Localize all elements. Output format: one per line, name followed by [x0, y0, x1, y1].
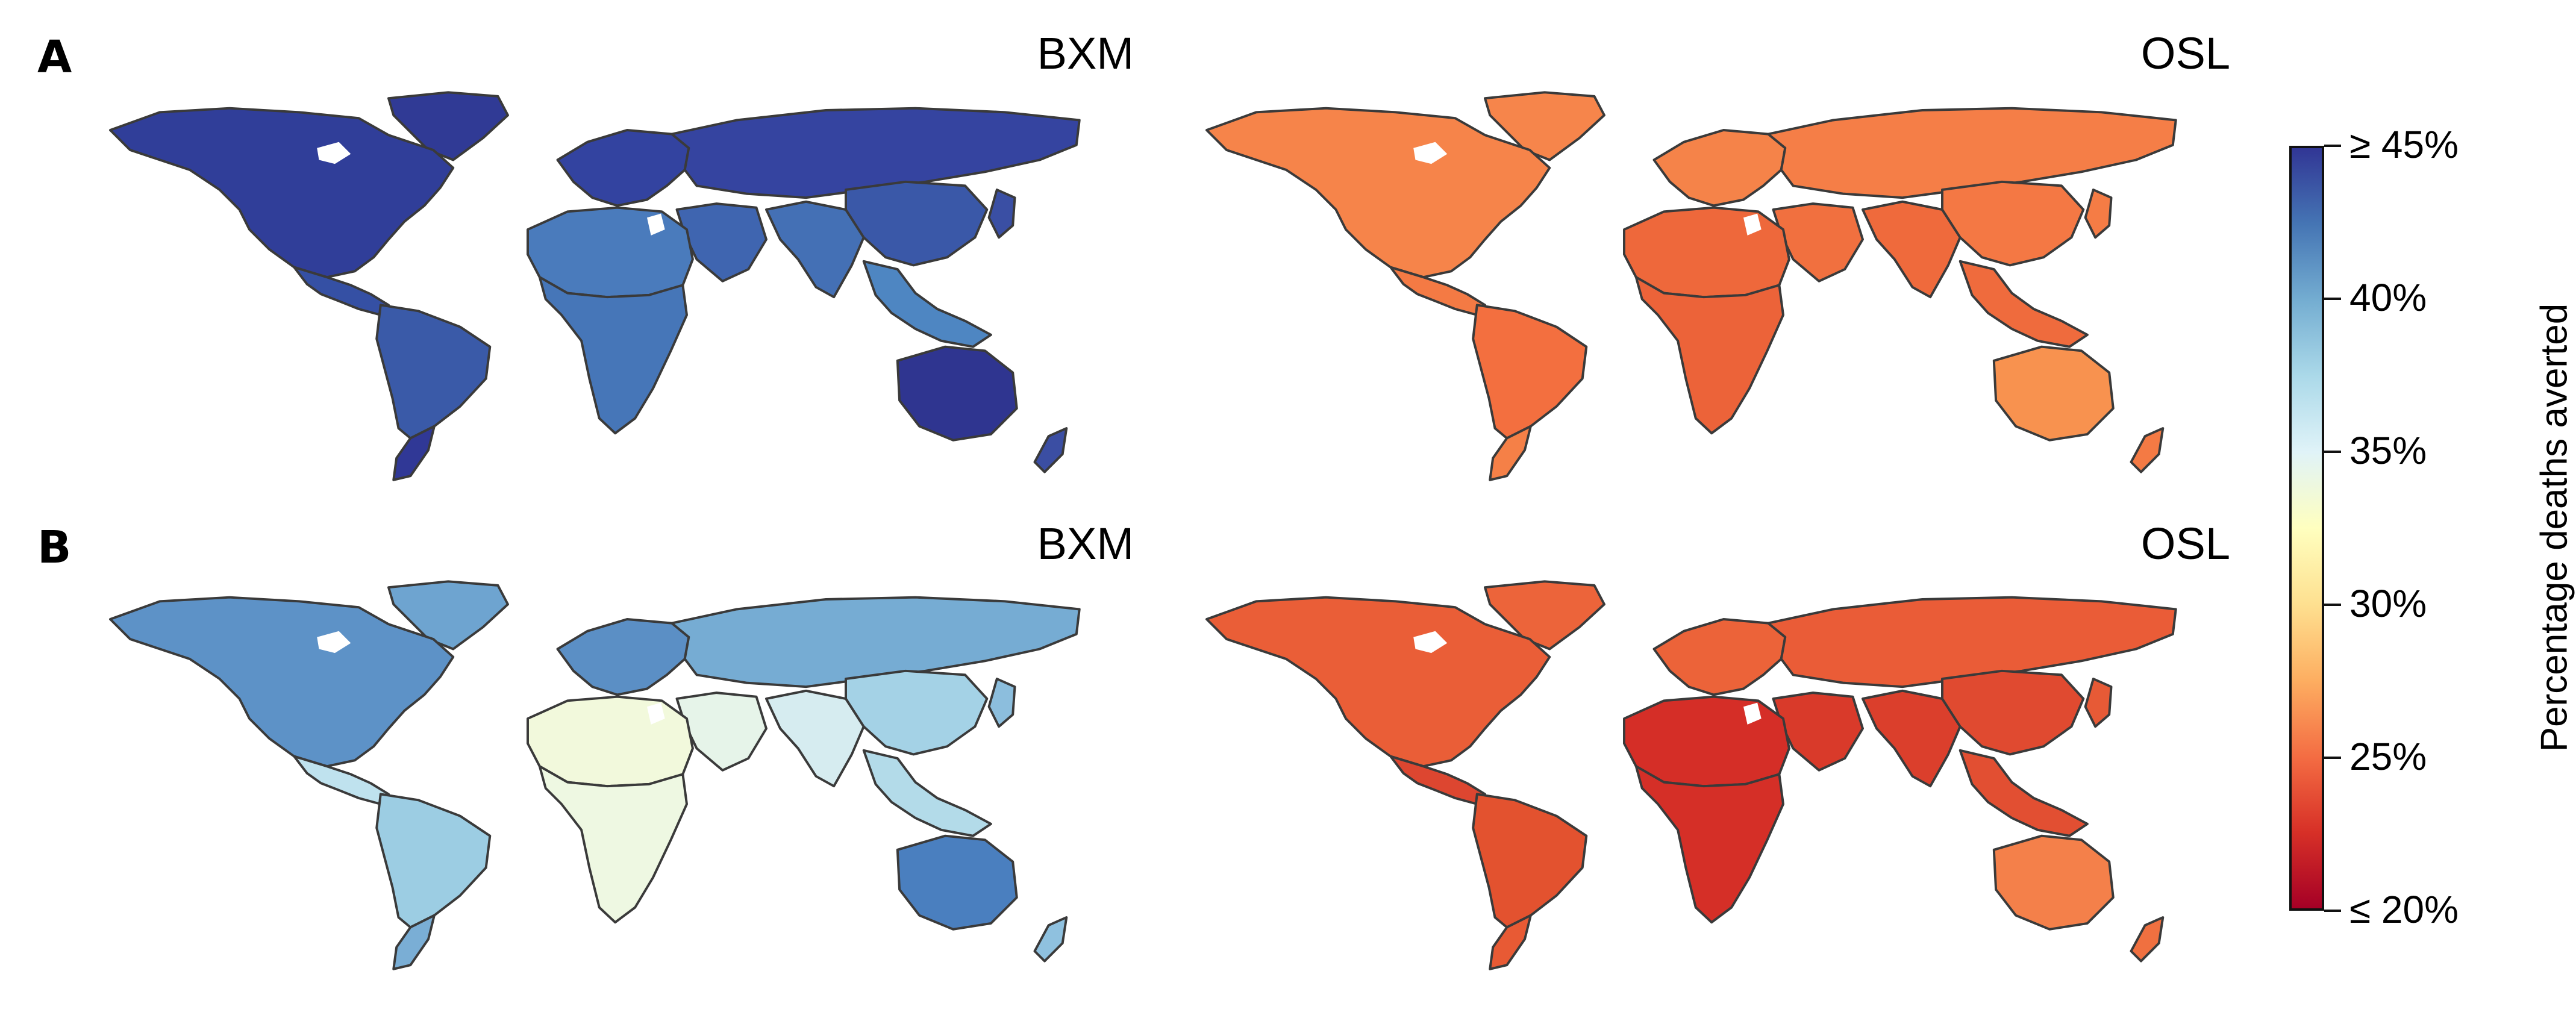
- region-south-america: [375, 304, 492, 440]
- colorbar: [2289, 146, 2324, 911]
- colorbar-tick: [2324, 145, 2341, 147]
- lake-0: [317, 142, 351, 164]
- region-russia-asia: [1767, 596, 2177, 688]
- region-europe: [1652, 129, 1787, 207]
- region-europe: [556, 129, 690, 207]
- lake-1: [647, 213, 665, 236]
- region-russia-asia: [1767, 107, 2177, 199]
- lake-0: [317, 631, 351, 654]
- region-patagonia: [1489, 914, 1532, 970]
- map-title-a-bxm: BXM: [1037, 28, 1134, 78]
- lake-2: [1819, 784, 1833, 804]
- lake-2: [1819, 295, 1833, 315]
- colorbar-tick: [2324, 604, 2341, 606]
- colorbar-tick-label: 30%: [2349, 582, 2427, 625]
- lake-1: [1743, 702, 1762, 725]
- region-north-america: [109, 596, 455, 768]
- region-australia: [1992, 834, 2115, 931]
- region-southeast-asia: [1959, 260, 2089, 348]
- region-patagonia: [392, 914, 436, 970]
- colorbar-tick-label: ≤ 20%: [2349, 888, 2459, 931]
- region-japan: [2084, 189, 2113, 239]
- colorbar-tick-label: 35%: [2349, 429, 2427, 472]
- region-africa: [1634, 765, 1784, 924]
- region-africa: [538, 765, 688, 924]
- region-africa: [538, 276, 688, 435]
- region-south-america: [375, 793, 492, 929]
- colorbar-tick-label: ≥ 45%: [2349, 123, 2459, 166]
- region-south-asia: [765, 200, 865, 299]
- map-title-a-osl: OSL: [2140, 28, 2230, 78]
- region-new-zealand: [2130, 916, 2165, 963]
- colorbar-tick: [2324, 910, 2341, 912]
- region-east-asia: [1941, 180, 2085, 267]
- region-southeast-asia: [862, 260, 992, 348]
- colorbar-tick: [2324, 298, 2341, 300]
- region-africa: [1634, 276, 1784, 435]
- region-new-zealand: [2130, 427, 2165, 473]
- region-japan: [987, 678, 1016, 728]
- region-greenland: [1484, 91, 1605, 161]
- region-australia: [896, 345, 1018, 442]
- region-greenland: [387, 91, 509, 161]
- world-map-b-bxm: [109, 580, 1081, 970]
- panel-letter-b: B: [37, 522, 72, 573]
- world-map-a-osl: [1205, 91, 2177, 481]
- colorbar-title: Percentage deaths averted: [2533, 303, 2575, 752]
- lake-2: [722, 784, 737, 804]
- region-greenland: [1484, 580, 1605, 651]
- colorbar-tick-label: 25%: [2349, 735, 2427, 778]
- region-east-asia: [845, 669, 989, 756]
- lake-2: [722, 295, 737, 315]
- region-russia-asia: [671, 596, 1081, 688]
- region-japan: [987, 189, 1016, 239]
- region-south-asia: [1862, 689, 1962, 788]
- region-east-asia: [845, 180, 989, 267]
- panel-letter-a: A: [37, 31, 72, 83]
- region-east-asia: [1941, 669, 2085, 756]
- colorbar-tick: [2324, 757, 2341, 759]
- region-patagonia: [392, 425, 436, 481]
- region-australia: [896, 834, 1018, 931]
- region-russia-asia: [671, 107, 1081, 199]
- region-southeast-asia: [862, 749, 992, 837]
- region-south-america: [1472, 304, 1588, 440]
- region-north-america: [1205, 107, 1551, 279]
- world-map-a-bxm: [109, 91, 1081, 481]
- map-title-b-bxm: BXM: [1037, 519, 1134, 569]
- region-south-asia: [765, 689, 865, 788]
- region-japan: [2084, 678, 2113, 728]
- region-australia: [1992, 345, 2115, 442]
- colorbar-tick: [2324, 451, 2341, 453]
- region-europe: [556, 618, 690, 696]
- lake-0: [1413, 142, 1448, 164]
- map-title-b-osl: OSL: [2140, 519, 2230, 569]
- colorbar-tick-label: 40%: [2349, 276, 2427, 319]
- region-north-america: [1205, 596, 1551, 768]
- lake-1: [647, 702, 665, 725]
- region-south-asia: [1862, 200, 1962, 299]
- region-patagonia: [1489, 425, 1532, 481]
- lake-1: [1743, 213, 1762, 236]
- region-greenland: [387, 580, 509, 651]
- lake-0: [1413, 631, 1448, 654]
- world-map-b-osl: [1205, 580, 2177, 970]
- region-new-zealand: [1033, 427, 1068, 473]
- region-europe: [1652, 618, 1787, 696]
- region-south-america: [1472, 793, 1588, 929]
- region-southeast-asia: [1959, 749, 2089, 837]
- region-north-america: [109, 107, 455, 279]
- region-new-zealand: [1033, 916, 1068, 963]
